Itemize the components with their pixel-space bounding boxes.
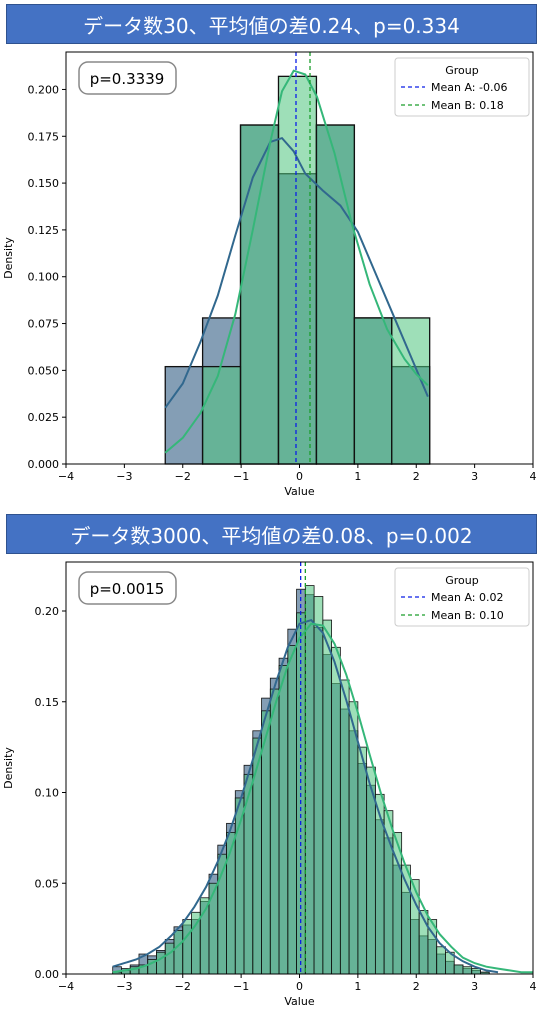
p-value-annotation: p=0.0015 <box>90 580 165 598</box>
y-tick-label: 0.200 <box>28 83 60 96</box>
histogram-bar-b <box>304 585 315 975</box>
y-tick-label: 0.050 <box>28 364 60 377</box>
x-tick-label: 0 <box>296 980 303 993</box>
kde-curve-b <box>112 622 533 974</box>
legend-entry: Mean A: 0.02 <box>431 591 504 604</box>
chart-title-1: データ数30、平均値の差0.24、p=0.334 <box>83 13 460 38</box>
p-value-box <box>78 61 177 95</box>
histogram-bar-b <box>436 946 446 975</box>
histogram-bar-b <box>383 810 394 975</box>
x-tick-label: 2 <box>413 470 420 483</box>
histogram-bar-b <box>353 317 393 465</box>
y-axis-label: Density <box>2 237 15 279</box>
y-axis-label: Density <box>2 747 15 789</box>
y-tick-label: 0.20 <box>35 605 60 618</box>
legend-box <box>394 57 530 117</box>
y-tick-label: 0.175 <box>28 130 60 143</box>
x-tick-label: −4 <box>58 980 74 993</box>
y-tick-label: 0.025 <box>28 411 60 424</box>
y-tick-label: 0.150 <box>28 177 60 190</box>
p-value-box <box>78 571 177 605</box>
chart-title-banner-2: データ数3000、平均値の差0.08、p=0.002 <box>6 514 537 554</box>
histogram-bar-b <box>226 832 236 975</box>
x-axis-label: Value <box>284 485 314 498</box>
legend-title: Group <box>445 574 479 587</box>
x-tick-label: 1 <box>354 470 361 483</box>
y-tick-label: 0.10 <box>35 787 60 800</box>
histogram-bar-b <box>201 365 242 465</box>
histogram-bar-b <box>182 919 192 975</box>
x-tick-label: 3 <box>471 980 478 993</box>
x-tick-label: 4 <box>530 470 537 483</box>
p-value-annotation: p=0.3339 <box>90 70 165 88</box>
y-tick-label: 0.000 <box>28 458 60 471</box>
chart-title-banner-1: データ数30、平均値の差0.24、p=0.334 <box>6 4 537 44</box>
histogram-bar-b <box>339 679 350 975</box>
histogram-bar-b <box>462 966 473 975</box>
histogram-bar-b <box>471 968 481 975</box>
legend-entry: Mean A: -0.06 <box>431 81 507 94</box>
histogram-bar-b <box>156 951 166 975</box>
y-tick-label: 0.05 <box>35 877 60 890</box>
histogram-bar-b <box>322 619 333 975</box>
histogram-bar-b <box>173 930 184 975</box>
histogram-chart-2: −4 −3 −2 −1 0 1 2 3 4 0.00 0.05 0.10 0.15 0.20 Value De… <box>2 561 537 1008</box>
x-tick-label: 3 <box>471 470 478 483</box>
histogram-bar-b <box>331 646 341 975</box>
histogram-bar-b <box>277 75 318 465</box>
y-tick-label: 0.00 <box>35 968 60 981</box>
x-tick-label: 1 <box>354 980 361 993</box>
x-tick-label: −3 <box>116 980 132 993</box>
histogram-bar-b <box>313 596 324 975</box>
histogram-bar-b <box>208 882 219 975</box>
kde-curve-b <box>164 69 429 454</box>
histogram-bar-b <box>252 737 262 975</box>
x-tick-label: −4 <box>58 470 74 483</box>
x-tick-label: −1 <box>233 470 249 483</box>
histogram-bar-b <box>315 124 356 465</box>
x-tick-label: 4 <box>530 980 537 993</box>
histogram-bar-b <box>269 688 280 975</box>
histogram-bar-b <box>391 317 431 465</box>
x-tick-label: 0 <box>296 470 303 483</box>
x-tick-label: −2 <box>175 470 191 483</box>
histogram-chart-1: −4 −3 −2 −1 0 1 2 3 4 0.000 0.025 0.050 0.075 0.100 0.… <box>2 51 537 498</box>
x-tick-label: 2 <box>413 980 420 993</box>
legend-entry: Mean B: 0.10 <box>431 609 504 622</box>
y-tick-label: 0.075 <box>28 318 60 331</box>
histogram-bar-b <box>348 701 359 975</box>
legend-box <box>394 567 530 627</box>
chart-title-2: データ数3000、平均値の差0.08、p=0.002 <box>70 523 473 548</box>
kde-curve-a <box>164 136 429 409</box>
histogram-bar-b <box>357 746 368 975</box>
y-tick-label: 0.100 <box>28 271 60 284</box>
histogram-bar-b <box>287 645 297 975</box>
histogram-bar-b <box>239 124 280 465</box>
x-tick-label: −2 <box>175 980 191 993</box>
x-tick-label: −3 <box>116 470 132 483</box>
y-tick-label: 0.15 <box>35 696 60 709</box>
histogram-bar-b <box>453 964 464 975</box>
y-tick-label: 0.125 <box>28 224 60 237</box>
x-axis-label: Value <box>284 995 314 1008</box>
x-tick-label: −1 <box>233 980 249 993</box>
histogram-bar-b <box>164 942 175 975</box>
histogram-bar-b <box>278 665 289 975</box>
legend-entry: Mean B: 0.18 <box>431 99 504 112</box>
legend-title: Group <box>445 64 479 77</box>
